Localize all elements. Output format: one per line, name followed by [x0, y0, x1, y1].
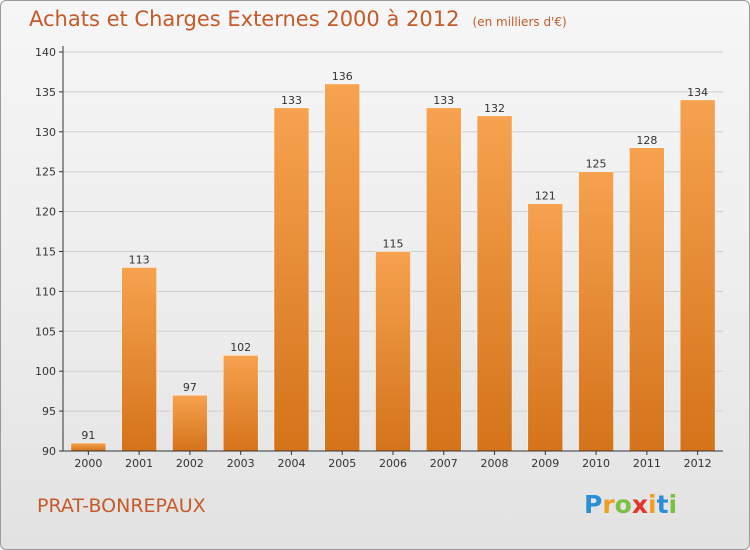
bar [121, 267, 157, 452]
bar [273, 107, 310, 452]
logo-letter: i [648, 490, 657, 519]
x-tick-label: 2002 [176, 457, 204, 470]
logo-letter: o [614, 490, 632, 519]
data-label: 102 [230, 341, 251, 354]
x-tick-label: 2005 [328, 457, 356, 470]
x-tick-label: 2011 [633, 457, 661, 470]
data-label: 113 [129, 253, 150, 266]
x-tick-label: 2003 [227, 457, 255, 470]
proxiti-logo[interactable]: Proxiti [584, 490, 677, 519]
y-tick-label: 100 [35, 365, 56, 378]
y-tick-label: 130 [35, 126, 56, 139]
x-tick-label: 2010 [582, 457, 610, 470]
bars: 91 113 97 102 133 136 115 133 132 121 125 128 134 [70, 70, 716, 452]
title-row: Achats et Charges Externes 2000 à 2012 (… [29, 7, 567, 31]
logo-letter: t [656, 490, 669, 519]
y-tick-label: 120 [35, 206, 56, 219]
x-tick-label: 2009 [531, 457, 559, 470]
bar [629, 147, 665, 452]
bar [476, 115, 513, 452]
y-tick-label: 110 [35, 285, 56, 298]
data-label: 97 [183, 381, 197, 394]
y-tick-label: 140 [35, 46, 56, 59]
y-tick-label: 105 [35, 325, 56, 338]
data-label: 125 [586, 158, 607, 171]
logo-letter: i [668, 490, 678, 519]
bar [426, 107, 462, 452]
x-tick-label: 2001 [125, 457, 153, 470]
data-label: 133 [281, 94, 302, 107]
x-tick-label: 2000 [74, 457, 102, 470]
chart-title: Achats et Charges Externes 2000 à 2012 [29, 7, 460, 31]
axes: 90 95 100 105 110 115 120 125 130 135 140 2000 2001 2… [35, 46, 723, 470]
data-label: 115 [383, 238, 404, 251]
bar [679, 99, 716, 452]
data-label: 132 [484, 102, 505, 115]
commune-name: PRAT-BONREPAUX [37, 495, 206, 517]
bar [527, 203, 564, 452]
logo-letter: x [631, 490, 648, 519]
bar [70, 442, 107, 452]
bar [578, 171, 614, 452]
data-label: 134 [687, 86, 708, 99]
bar [222, 354, 259, 452]
logo-letter: P [584, 490, 603, 519]
x-tick-label: 2007 [430, 457, 458, 470]
data-label: 136 [332, 70, 353, 83]
data-label: 133 [433, 94, 454, 107]
y-tick-label: 90 [42, 445, 56, 458]
data-label: 121 [535, 190, 556, 203]
bar [324, 83, 360, 452]
data-label: 128 [636, 134, 657, 147]
y-tick-label: 125 [35, 166, 56, 179]
bar [172, 394, 208, 452]
logo-letter: r [602, 490, 615, 519]
y-tick-label: 115 [35, 246, 56, 259]
bar [375, 251, 411, 452]
x-tick-label: 2008 [481, 457, 509, 470]
x-tick-label: 2004 [277, 457, 305, 470]
y-tick-label: 135 [35, 86, 56, 99]
data-label: 91 [81, 429, 95, 442]
chart-subtitle: (en milliers d'€) [472, 15, 567, 29]
x-tick-label: 2006 [379, 457, 407, 470]
x-tick-label: 2012 [684, 457, 712, 470]
y-tick-label: 95 [42, 405, 56, 418]
